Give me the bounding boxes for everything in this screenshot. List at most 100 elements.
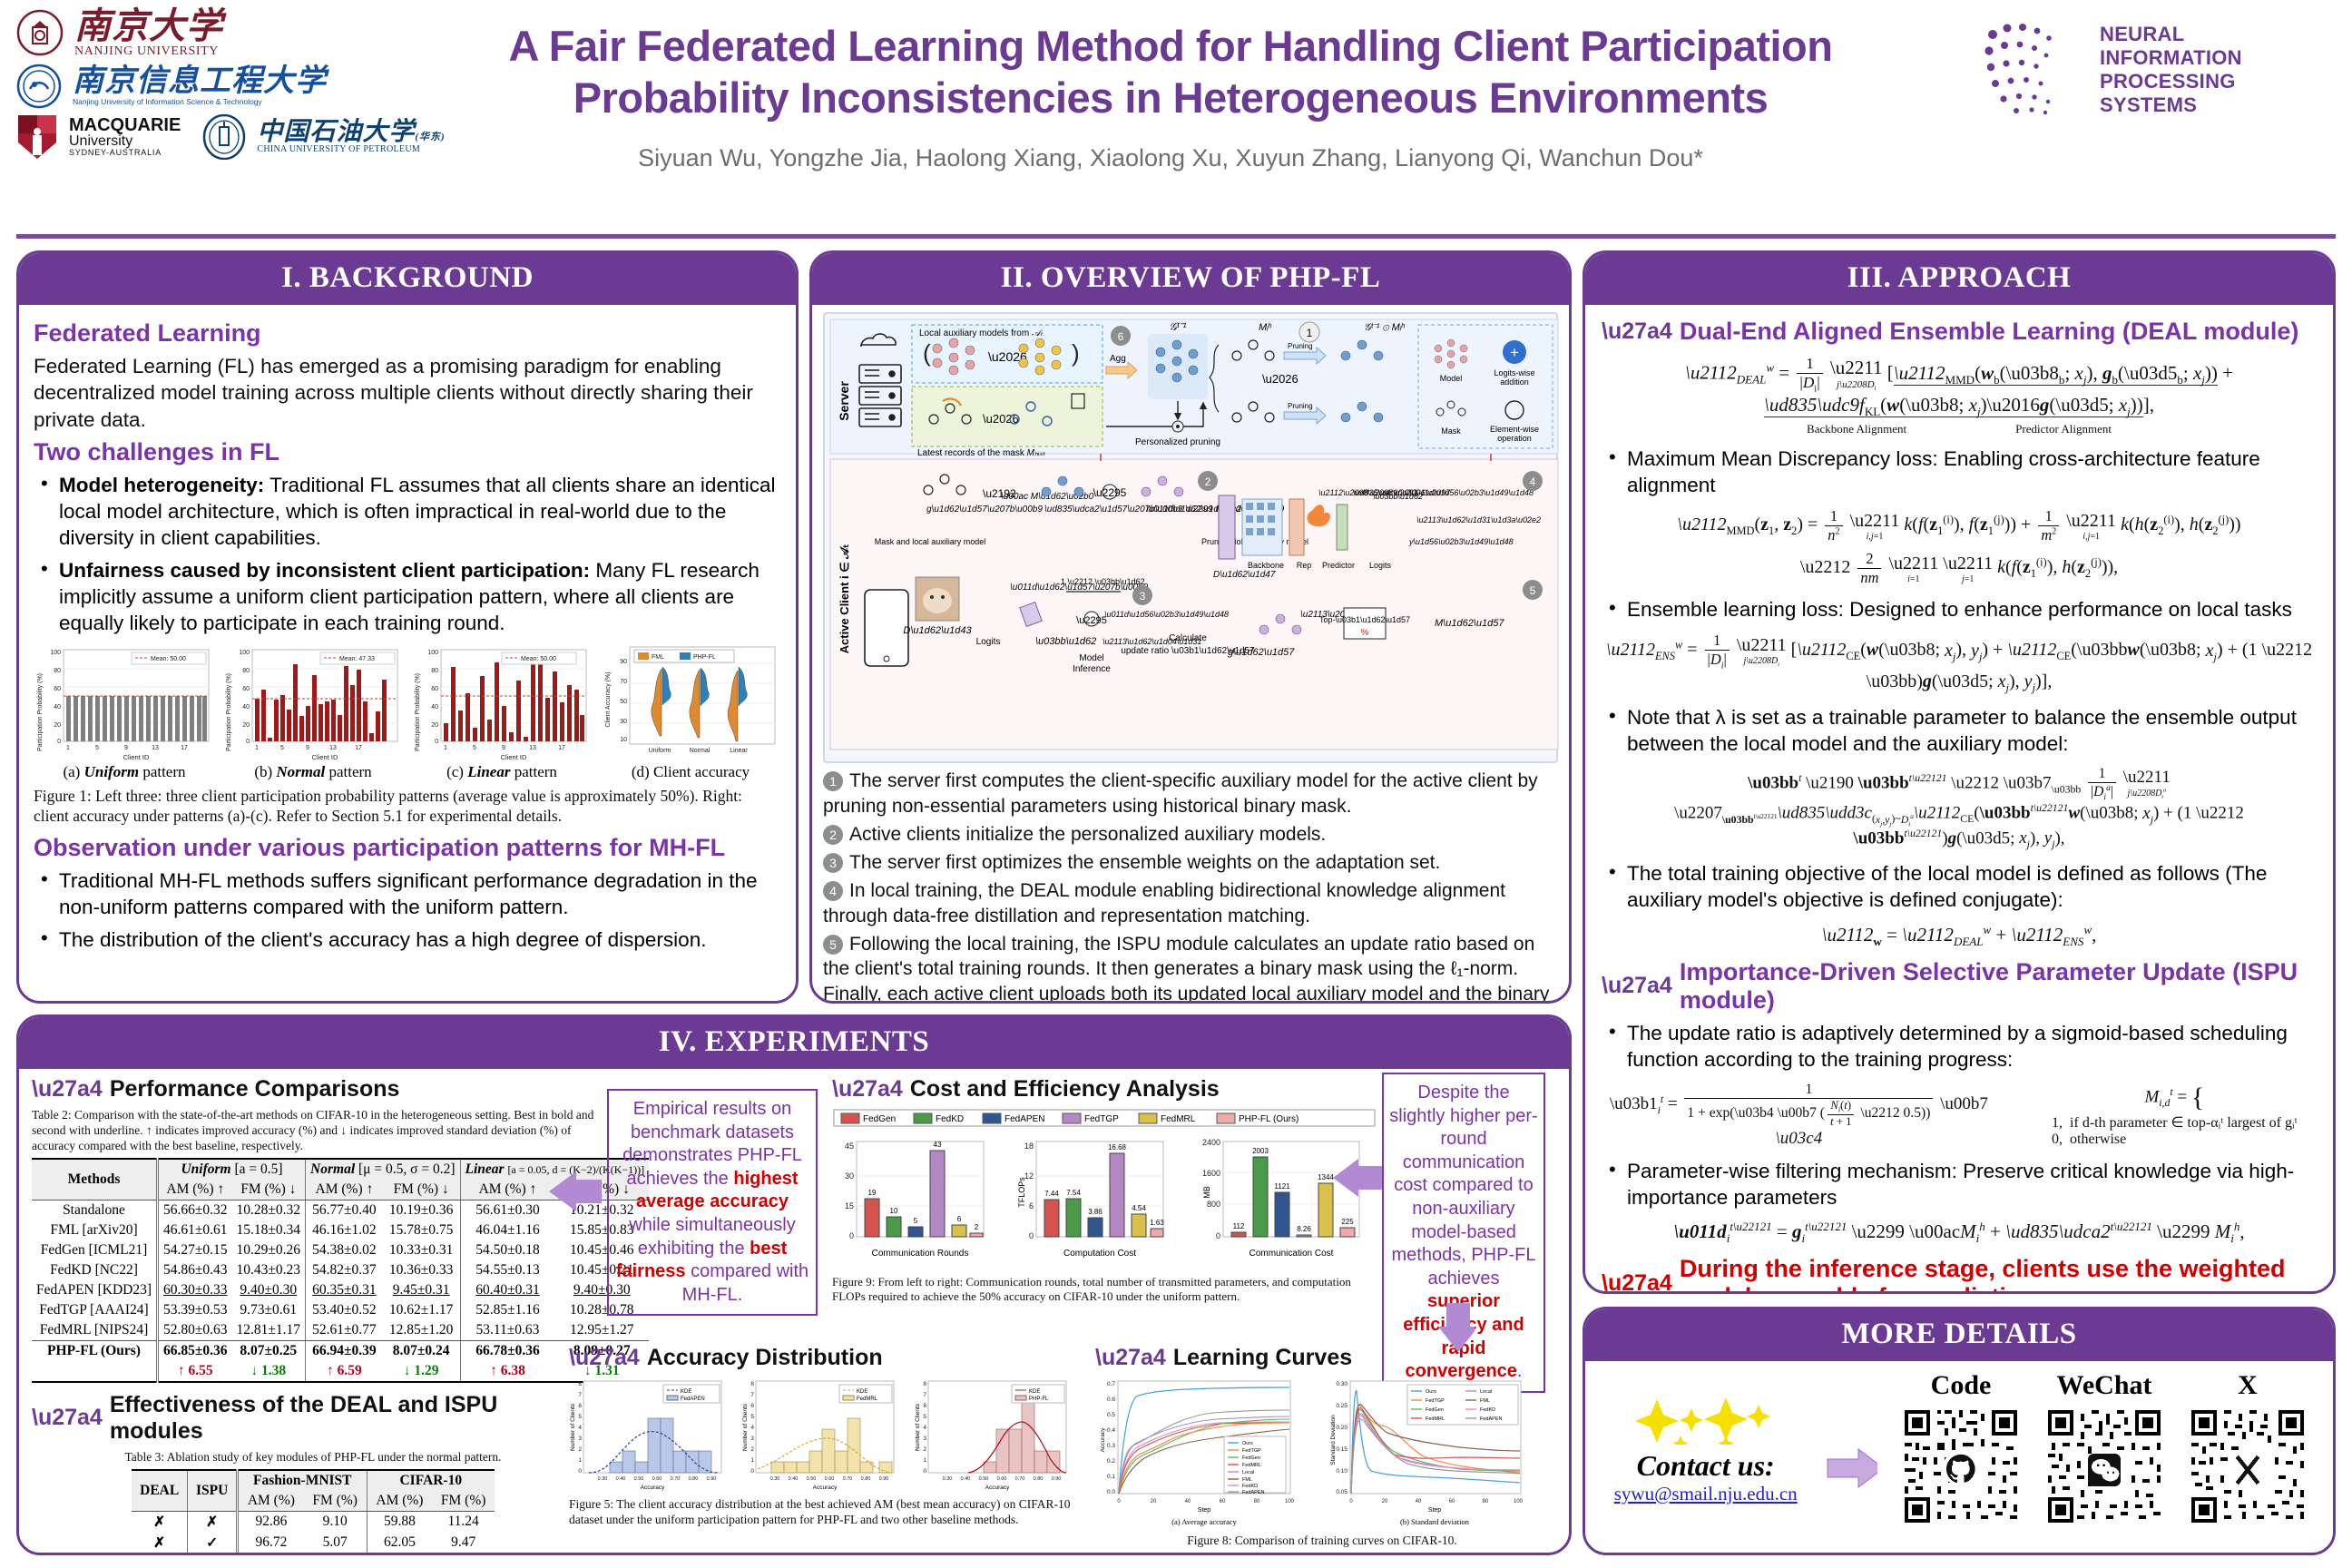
wechat-icon[interactable] xyxy=(2044,1406,2164,1526)
svg-text:60: 60 xyxy=(431,686,438,692)
svg-text:1: 1 xyxy=(923,1457,926,1464)
svg-text:Local: Local xyxy=(1242,1470,1254,1475)
svg-text:update ratio \u03b1\u1d62\u1d5: update ratio \u03b1\u1d62\u1d57 xyxy=(1121,646,1255,656)
label-predictor-alignment: Predictor Alignment xyxy=(2015,421,2112,436)
svg-text:0.3: 0.3 xyxy=(1107,1443,1115,1449)
svg-text:13: 13 xyxy=(152,745,159,751)
svg-text:%: % xyxy=(1361,628,1369,638)
svg-text:Accuracy: Accuracy xyxy=(1100,1427,1106,1452)
neurips-line2: PROCESSING SYSTEMS xyxy=(2100,70,2236,116)
svg-text:7.54: 7.54 xyxy=(1066,1189,1081,1197)
svg-text:0.40: 0.40 xyxy=(616,1476,626,1482)
svg-text:80: 80 xyxy=(1483,1499,1489,1504)
personalized-pruning-label: Personalized pruning xyxy=(1135,437,1220,447)
svg-text:20: 20 xyxy=(242,722,250,729)
svg-text:+: + xyxy=(1510,344,1519,361)
xlabel-computation-cost: Computation Cost xyxy=(1063,1249,1136,1259)
svg-text:\u011d\u1d62\u1d57\u207b\u00b9: \u011d\u1d62\u1d57\u207b\u00b9 xyxy=(1146,505,1285,514)
github-icon[interactable] xyxy=(1901,1406,2021,1526)
svg-text:0.0: 0.0 xyxy=(1107,1489,1115,1495)
svg-text:0: 0 xyxy=(57,739,61,745)
qr-grid: Contact us: sywu@smail.nju.edu.cn Code xyxy=(1594,1365,2324,1534)
svg-text:8: 8 xyxy=(923,1381,926,1387)
svg-text:Backbone: Backbone xyxy=(1248,561,1284,570)
svg-text:Standard Deviation: Standard Deviation xyxy=(1330,1415,1337,1465)
svg-text:5: 5 xyxy=(280,745,284,751)
svg-text:100: 100 xyxy=(239,650,250,656)
caption-linear: (c) Linear pattern xyxy=(446,763,557,781)
svg-text:\u011d\u1d56\u02b3\u1d49\u1d48: \u011d\u1d56\u02b3\u1d49\u1d48 xyxy=(1409,488,1534,497)
svg-text:5: 5 xyxy=(750,1414,754,1420)
nuist-crest-icon xyxy=(16,64,62,109)
svg-text:g\u1d62\u1d57\u207b\u00b9: g\u1d62\u1d57\u207b\u00b9 xyxy=(926,505,1043,514)
svg-text:\u011d\u1d56\u02b3\u1d49\u1d48: \u011d\u1d56\u02b3\u1d49\u1d48 xyxy=(1104,610,1229,619)
svg-text:3: 3 xyxy=(750,1436,754,1442)
server-label: Server xyxy=(837,381,851,421)
neurips-logo: NEURAL INFORMATION PROCESSING SYSTEMS xyxy=(1980,20,2325,120)
mq-logo-name: MACQUARIE xyxy=(69,114,181,135)
deal-bullets: Maximum Mean Discrepancy loss: Enabling … xyxy=(1605,445,2317,499)
heading-two-challenges: Two challenges in FL xyxy=(34,437,280,466)
svg-text:0.40: 0.40 xyxy=(789,1476,799,1482)
step-text: The server first computes the client-spe… xyxy=(823,770,1538,817)
svg-text:40: 40 xyxy=(1416,1499,1422,1504)
svg-text:7: 7 xyxy=(750,1392,754,1398)
ens-bullets: Ensemble learning loss: Designed to enha… xyxy=(1605,595,2317,622)
svg-text:FML: FML xyxy=(1480,1398,1490,1404)
svg-text:7: 7 xyxy=(923,1392,926,1398)
chevron-right-icon: \u27a4 xyxy=(32,1076,103,1102)
table-row: FedTGP [AAAI24] 53.39±0.53 9.73±0.61 53.40±… xyxy=(32,1299,649,1320)
subcol-fm: FM (%) ↓ xyxy=(382,1179,460,1200)
step-text: In local training, the DEAL module enabl… xyxy=(823,879,1506,926)
caption-uniform: (a) Uniform pattern xyxy=(63,763,186,781)
svg-text:100: 100 xyxy=(1285,1499,1295,1504)
svg-text:3: 3 xyxy=(923,1436,926,1442)
svg-text:Ours: Ours xyxy=(1426,1389,1436,1395)
svg-text:0.30: 0.30 xyxy=(770,1476,780,1482)
svg-text:KDE: KDE xyxy=(681,1389,691,1395)
xlabel-normal: Client ID xyxy=(312,753,338,761)
svg-text:FedAPEN: FedAPEN xyxy=(1004,1114,1044,1124)
svg-text:0.40: 0.40 xyxy=(961,1476,971,1482)
svg-text:\u2113\u2081-norm: \u2113\u2081-norm xyxy=(1300,610,1379,620)
chevron-right-icon: \u27a4 xyxy=(1602,318,1672,344)
legend-mask-label: Mask xyxy=(1441,426,1461,436)
bullet-total-objective: The total training objective of the loca… xyxy=(1605,859,2317,914)
svg-text:FedAPEN: FedAPEN xyxy=(1480,1416,1502,1422)
callout-efficiency: Despite the slightly higher per-round co… xyxy=(1382,1073,1545,1393)
heading-cost-efficiency: \u27a4 Cost and Efficiency Analysis xyxy=(832,1076,1220,1102)
svg-text:0.80: 0.80 xyxy=(689,1476,699,1482)
svg-text:0: 0 xyxy=(849,1231,854,1240)
qr-code-wechat[interactable]: WeChat xyxy=(2044,1370,2164,1531)
contact-email-link[interactable]: sywu@smail.nju.edu.cn xyxy=(1613,1483,1798,1504)
pruning-label-2: Pruning xyxy=(1288,402,1313,410)
heading-accuracy-distribution: \u27a4 Accuracy Distribution xyxy=(569,1345,883,1370)
svg-text:Client Accuracy (%): Client Accuracy (%) xyxy=(605,672,612,728)
svg-text:(: ( xyxy=(923,339,931,367)
svg-text:0.6: 0.6 xyxy=(1107,1396,1115,1403)
svg-text:0.90: 0.90 xyxy=(879,1476,889,1482)
svg-text:7.44: 7.44 xyxy=(1044,1190,1059,1198)
svg-text:70: 70 xyxy=(620,679,627,685)
qr-label-wechat: WeChat xyxy=(2056,1370,2152,1400)
svg-text:13: 13 xyxy=(329,745,337,751)
svg-text:Logits-wise: Logits-wise xyxy=(1494,368,1534,377)
qr-code-code[interactable]: Code xyxy=(1901,1370,2021,1531)
col-cifar10: CIFAR-10 xyxy=(366,1468,495,1491)
svg-text:1: 1 xyxy=(750,1457,754,1464)
qr-code-x[interactable]: X xyxy=(2188,1370,2308,1531)
cup-logo-en: CHINA UNIVERSITY OF PETROLEUM xyxy=(257,144,421,155)
step-list: 1 The server first computes the client-sp… xyxy=(823,769,1558,1001)
mq-logo-sub2: SYDNEY-AUSTRALIA xyxy=(69,148,162,158)
svg-text:0.50: 0.50 xyxy=(634,1476,644,1482)
svg-text:0.10: 0.10 xyxy=(1336,1468,1348,1475)
svg-text:FedGen: FedGen xyxy=(863,1114,896,1124)
svg-text:FedMRL: FedMRL xyxy=(1426,1416,1445,1422)
svg-text:1600: 1600 xyxy=(1202,1169,1220,1178)
svg-text:0.30: 0.30 xyxy=(598,1476,608,1482)
svg-text:40: 40 xyxy=(1185,1499,1191,1504)
svg-text:0: 0 xyxy=(923,1468,926,1475)
x-icon[interactable] xyxy=(2188,1406,2308,1526)
svg-text:Accuracy: Accuracy xyxy=(985,1485,1010,1491)
ylabel-mb: MB xyxy=(1202,1186,1211,1199)
